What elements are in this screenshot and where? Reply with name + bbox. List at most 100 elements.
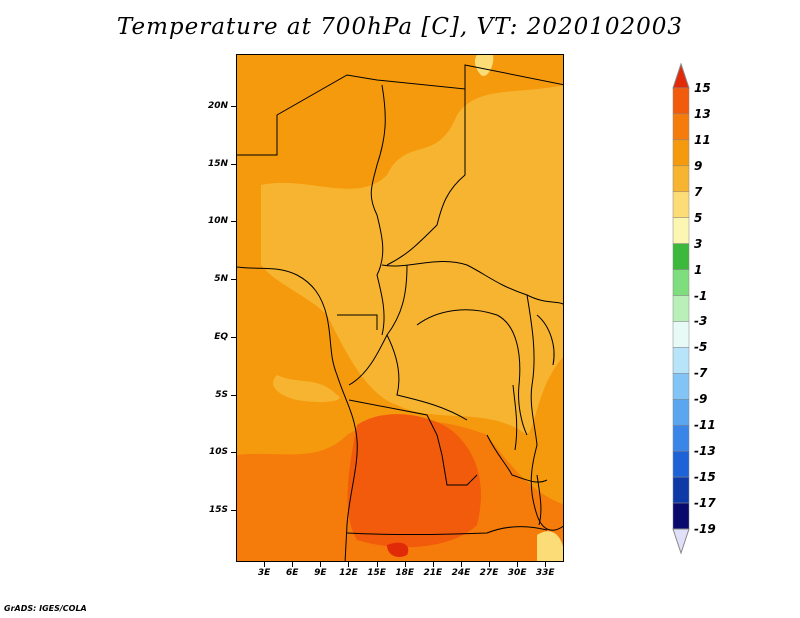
field-13-15: [347, 414, 481, 548]
colorbar-label: 9: [694, 158, 703, 173]
field-5-7-south: [537, 531, 563, 561]
colorbar-label: 3: [694, 236, 703, 251]
map-panel: [236, 54, 564, 562]
colorbar-label: -5: [694, 340, 708, 355]
colorbar-segment: [672, 373, 690, 400]
colorbar-label: -17: [694, 496, 716, 511]
lon-tick-label: 27E: [479, 568, 499, 578]
colorbar-label: -15: [694, 470, 716, 485]
colorbar-segment: [672, 269, 690, 296]
colorbar-segment: [672, 87, 690, 115]
colorbar-segment: [672, 347, 690, 374]
colorbar-segment: [672, 243, 690, 270]
colorbar-label: -19: [694, 522, 716, 536]
colorbar-label: 5: [694, 210, 703, 225]
colorbar-segment: [672, 191, 690, 218]
lon-tick-mark: [376, 562, 378, 567]
lon-tick-mark: [292, 562, 294, 567]
colorbar-segment: [672, 450, 690, 478]
lat-tick-mark: [231, 163, 236, 165]
lon-tick-label: 12E: [339, 568, 358, 578]
lon-tick-label: 18E: [395, 568, 415, 578]
colorbar-label: 15: [694, 81, 711, 95]
lat-tick-mark: [231, 105, 236, 107]
lat-tick-mark: [231, 452, 236, 454]
lon-tick-mark: [489, 562, 491, 567]
colorbar-segment: [672, 217, 690, 244]
colorbar-bottom-arrow: [672, 528, 690, 555]
colorbar-label: 13: [694, 106, 711, 121]
lon-tick-mark: [320, 562, 322, 567]
lat-tick-label: 15N: [207, 158, 228, 169]
colorbar-top-arrow: [672, 62, 690, 89]
colorbar-label: -9: [694, 392, 708, 407]
colorbar-segment: [672, 113, 690, 141]
colorbar-label: -7: [694, 366, 708, 381]
chart-title: Temperature at 700hPa [C], VT: 202010200…: [116, 14, 684, 40]
colorbar-segment: [672, 165, 690, 193]
lat-tick-label: 20N: [207, 100, 228, 111]
colorbar-label: 1: [694, 262, 703, 277]
lake-victoria: [536, 314, 555, 366]
lon-tick-label: 9E: [314, 568, 327, 578]
border-chad-sudan: [386, 85, 466, 266]
lon-tick-label: 24E: [451, 568, 471, 578]
coastline: [237, 266, 358, 561]
colorbar-label: 11: [694, 132, 711, 147]
lat-tick-label: 10S: [208, 447, 228, 458]
field-5-7: [474, 55, 494, 76]
lat-tick-mark: [231, 336, 236, 338]
border-namibia: [346, 526, 548, 535]
border-car: [381, 261, 563, 305]
lat-tick-mark: [231, 394, 236, 396]
lake-malawi: [536, 474, 542, 526]
field-above-15: [387, 542, 409, 557]
border-central-n: [370, 84, 386, 336]
colorbar-segment: [672, 321, 690, 348]
lat-tick-label: 5S: [215, 389, 228, 400]
credit-text: GrADS: IGES/COLA: [4, 604, 87, 613]
field-7-9: [261, 85, 563, 435]
colorbar-label: -13: [694, 444, 716, 459]
colorbar-label: -11: [694, 418, 716, 433]
colorbar-segment: [672, 139, 690, 167]
lon-tick-mark: [348, 562, 350, 567]
lat-tick-label: EQ: [214, 331, 228, 342]
temperature-map: [237, 55, 563, 561]
lat-tick-label: 10N: [207, 216, 228, 227]
lat-tick-mark: [231, 510, 236, 512]
lon-tick-mark: [545, 562, 547, 567]
lon-tick-mark: [460, 562, 462, 567]
lon-tick-label: 15E: [367, 568, 386, 578]
lake-tanganyika: [512, 384, 518, 451]
border-east: [526, 294, 563, 531]
lat-tick-mark: [231, 221, 236, 223]
border-angola: [348, 399, 478, 486]
lat-tick-label: 15S: [208, 505, 228, 516]
lat-tick-label: 5N: [214, 274, 228, 285]
lon-tick-label: 30E: [507, 568, 527, 578]
colorbar-label: -1: [694, 288, 708, 303]
colorbar-segment: [672, 399, 690, 426]
colorbar-segment: [672, 424, 690, 452]
lon-tick-label: 3E: [257, 568, 271, 578]
colorbar-label: 7: [694, 184, 703, 199]
border-north: [237, 64, 563, 156]
colorbar-label: -3: [694, 314, 708, 329]
lon-tick-mark: [432, 562, 434, 567]
colorbar-segment: [672, 295, 690, 322]
lon-tick-label: 21E: [423, 568, 443, 578]
lon-tick-mark: [264, 562, 266, 567]
lon-tick-mark: [404, 562, 406, 567]
colorbar-segment: [672, 476, 690, 504]
border-drc-e: [416, 309, 528, 436]
colorbar-segment: [672, 502, 690, 530]
lon-tick-label: 33E: [535, 568, 555, 578]
border-gabon: [337, 314, 378, 330]
lat-tick-mark: [231, 279, 236, 281]
colorbar: [672, 62, 690, 555]
lon-tick-mark: [517, 562, 519, 567]
lon-tick-label: 6E: [286, 568, 299, 578]
field-7-9-patch: [273, 375, 340, 403]
border-drc-s: [386, 334, 468, 421]
